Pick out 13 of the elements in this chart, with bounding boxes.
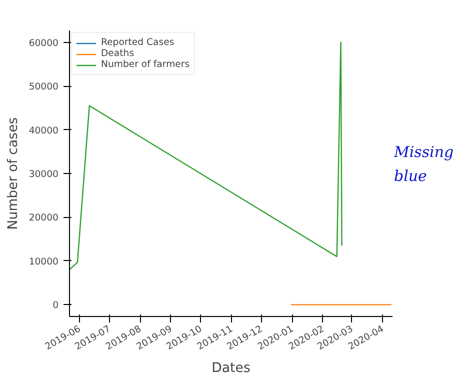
- y-tick-label: 60000: [28, 38, 59, 49]
- y-tick-label: 20000: [28, 212, 59, 224]
- y-tick-label: 0: [52, 300, 59, 312]
- y-tick-label: 30000: [28, 169, 59, 180]
- y-axis-title: Number of cases: [6, 117, 21, 230]
- y-tick-label: 10000: [28, 256, 59, 268]
- y-tick-label: 40000: [28, 125, 59, 136]
- text: Missing blue: [394, 142, 455, 187]
- legend-label: Reported Cases: [101, 37, 174, 48]
- y-tick-label: 50000: [28, 82, 59, 93]
- legend-label: Deaths: [101, 48, 134, 59]
- legend-label: Number of farmers: [101, 59, 190, 70]
- x-axis-title: Dates: [212, 360, 250, 376]
